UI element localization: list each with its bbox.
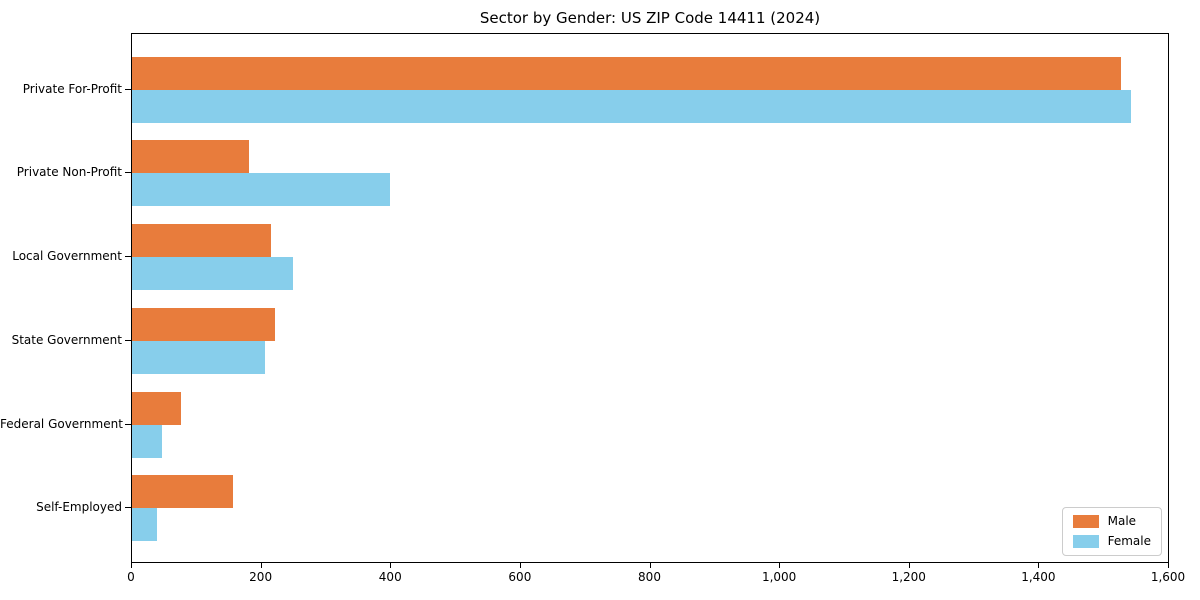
- x-tick-label: 200: [249, 570, 273, 584]
- x-tick-label: 1,200: [891, 570, 926, 584]
- y-tick-label: Private For-Profit: [22, 81, 122, 96]
- bar-female-4: [132, 424, 162, 458]
- bar-male-1: [132, 140, 249, 174]
- bar-female-2: [132, 257, 293, 291]
- x-tick-mark: [779, 563, 781, 568]
- x-tick-mark: [649, 563, 651, 568]
- y-tick-label: Local Government: [12, 249, 122, 264]
- legend-row: Male: [1072, 514, 1151, 528]
- bar-female-3: [132, 340, 265, 374]
- bar-female-0: [132, 89, 1132, 123]
- y-tick-mark: [125, 507, 131, 509]
- y-tick-label: State Government: [11, 332, 122, 347]
- y-tick-label: Federal Government: [0, 416, 123, 431]
- bar-female-5: [132, 508, 157, 542]
- y-tick-label: Private Non-Profit: [16, 165, 122, 180]
- legend-label: Male: [1107, 514, 1137, 528]
- x-tick-label: 400: [378, 570, 402, 584]
- x-tick-label: 600: [508, 570, 532, 584]
- bar-male-4: [132, 391, 181, 425]
- y-tick-mark: [125, 88, 131, 90]
- y-tick-mark: [125, 172, 131, 174]
- bars-layer: [132, 34, 1168, 562]
- bar-male-5: [132, 475, 233, 509]
- legend-row: Female: [1072, 534, 1151, 548]
- legend-swatch-female: [1072, 535, 1099, 548]
- x-tick-mark: [260, 563, 262, 568]
- x-tick-mark: [1038, 563, 1040, 568]
- legend-label: Female: [1107, 534, 1151, 548]
- bar-male-3: [132, 307, 275, 341]
- y-tick-mark: [125, 339, 131, 341]
- y-tick-mark: [125, 423, 131, 425]
- x-tick-mark: [390, 563, 392, 568]
- x-tick-label: 1,000: [761, 570, 797, 584]
- x-tick-label: 0: [127, 570, 135, 584]
- x-tick-mark: [1168, 563, 1169, 568]
- x-tick-mark: [519, 563, 521, 568]
- bar-male-0: [132, 56, 1122, 90]
- x-tick-mark: [908, 563, 910, 568]
- legend: Male Female: [1061, 507, 1162, 556]
- x-tick-label: 1,600: [1150, 570, 1186, 584]
- y-tick-label: Self-Employed: [36, 500, 122, 515]
- x-tick-label: 1,400: [1021, 570, 1056, 584]
- bar-female-1: [132, 173, 391, 207]
- legend-swatch-male: [1072, 515, 1099, 528]
- plot-area: Male Female: [131, 33, 1169, 563]
- y-tick-mark: [125, 256, 131, 258]
- x-tick-mark: [131, 563, 132, 568]
- chart-title: Sector by Gender: US ZIP Code 14411 (202…: [479, 9, 821, 27]
- bar-male-2: [132, 224, 272, 258]
- x-tick-label: 800: [638, 570, 661, 584]
